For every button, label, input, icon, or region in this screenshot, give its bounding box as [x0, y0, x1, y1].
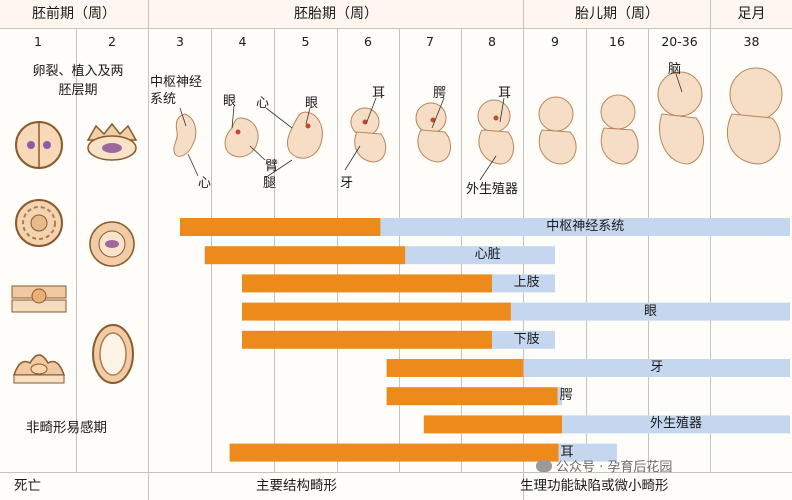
label-ear-wk8: 耳 [498, 86, 512, 101]
implantation-image-1 [11, 285, 67, 313]
bilaminar-disc-image-2 [89, 221, 135, 267]
bar-major-3 [242, 302, 511, 321]
bar-major-0 [180, 218, 381, 236]
stage-line-2: 胚层期 [58, 83, 98, 98]
label-arm: 臂 [265, 159, 279, 174]
embryo-week6-image [350, 107, 387, 163]
stage-line-1: 卵裂、植入及两 [32, 64, 124, 79]
bar-minor-7 [562, 415, 790, 434]
bar-label-6: 腭 [559, 388, 573, 404]
grid-line [586, 28, 587, 473]
week-4: 4 [238, 34, 247, 49]
bar-minor-8 [558, 443, 617, 462]
week-9: 9 [551, 34, 559, 49]
bar-label-3: 眼 [643, 303, 657, 319]
week-7: 7 [426, 34, 434, 49]
bar-label-7: 外生殖器 [650, 416, 703, 432]
watermark: 公众号 · 孕育后花园 [536, 456, 672, 475]
bar-major-6 [386, 387, 558, 406]
implantation-image-2 [12, 354, 66, 384]
footer-divider [0, 472, 792, 473]
week-5: 5 [301, 34, 310, 49]
grid-line [710, 0, 711, 473]
bar-major-7 [423, 415, 563, 434]
label-cns-line1: 中枢神经 [150, 75, 203, 90]
label-eye-wk5: 眼 [305, 96, 319, 111]
fetus-week9-image [538, 96, 577, 165]
embryo-week3-image [173, 113, 197, 157]
bar-label-1: 心脏 [474, 247, 501, 263]
blastocyst-image [92, 324, 134, 384]
label-leg: 腿 [263, 176, 277, 191]
stage-label: 卵裂、植入及两 胚层期 [14, 62, 142, 100]
bar-label-0: 中枢神经系统 [546, 219, 625, 234]
header-term: 足月 [711, 0, 792, 29]
week-38: 38 [743, 34, 760, 49]
bar-major-8 [229, 443, 559, 462]
fetus-week16-image [600, 94, 639, 165]
bar-minor-2 [492, 274, 555, 293]
footer-death: 死亡 [14, 478, 41, 494]
bar-label-2: 上肢 [513, 275, 540, 291]
week-16: 16 [609, 34, 625, 49]
bar-major-4 [242, 330, 492, 349]
header-pre-embryonic: 胚前期（周） [0, 0, 149, 29]
embryo-week5-image [287, 111, 323, 159]
label-teeth: 牙 [340, 176, 354, 191]
label-heart-wk5: 心 [256, 96, 270, 111]
morula-image [15, 199, 63, 247]
embryo-week4-image [224, 117, 259, 158]
bar-label-8: 耳 [560, 444, 574, 460]
bar-major-5 [386, 359, 524, 377]
footer-minor-defects: 生理功能缺陷或微小畸形 [520, 478, 669, 494]
bar-minor-3 [510, 302, 790, 321]
bar-label-4: 下肢 [513, 331, 540, 347]
label-eye-wk4: 眼 [223, 94, 237, 109]
bar-label-5: 牙 [650, 360, 664, 375]
week-6: 6 [364, 34, 372, 49]
week-2: 2 [108, 34, 116, 49]
grid-line [148, 0, 149, 500]
grid-line [76, 28, 77, 473]
footer-major-defects: 主要结构畸形 [256, 478, 337, 494]
bar-minor-5 [523, 359, 790, 377]
bar-minor-1 [405, 246, 555, 265]
non-teratogenic-label: 非畸形易感期 [26, 420, 107, 436]
fetus-week20-36-image [657, 71, 705, 165]
label-ear-wk6: 耳 [372, 86, 386, 101]
week-20-36: 20-36 [661, 34, 698, 49]
embryo-week7-image [415, 102, 452, 163]
zygote-2cell-image [15, 121, 63, 169]
week-8: 8 [488, 34, 496, 49]
label-cns-line2: 系统 [150, 92, 177, 107]
grid-line [648, 28, 649, 473]
week-3: 3 [176, 34, 184, 49]
bar-minor-6 [557, 387, 563, 406]
bar-major-2 [242, 274, 492, 293]
label-heart-wk3: 心 [198, 176, 212, 191]
label-palate: 腭 [433, 86, 447, 101]
bar-minor-4 [492, 330, 555, 349]
watermark-text: 公众号 · 孕育后花园 [556, 460, 673, 475]
wechat-icon [536, 460, 552, 472]
label-brain: 脑 [668, 62, 682, 77]
label-cns: 中枢神经 系统 [150, 74, 202, 108]
bar-minor-0 [380, 218, 790, 236]
header-embryonic: 胚胎期（周） [149, 0, 524, 29]
label-genitalia: 外生殖器 [466, 182, 519, 197]
bar-major-1 [204, 246, 406, 265]
week-1: 1 [34, 34, 42, 49]
fetus-week38-image [726, 67, 783, 165]
bilaminar-disc-image-1 [86, 122, 138, 161]
